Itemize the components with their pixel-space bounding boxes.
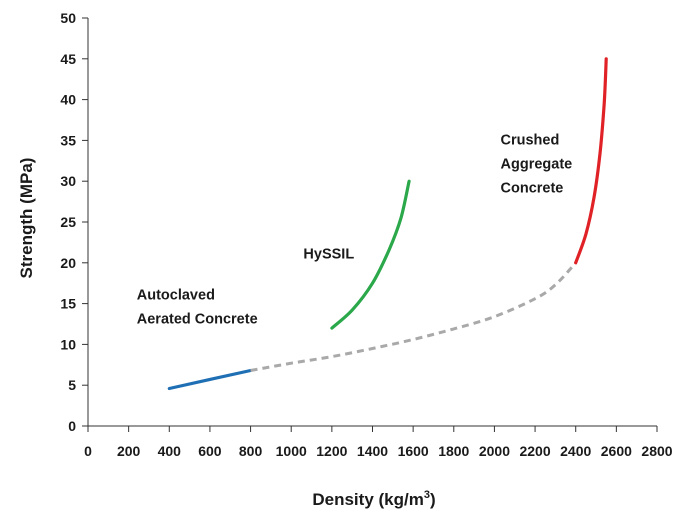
y-axis-title: Strength (MPa) [17,158,36,279]
x-tick-label: 2000 [479,443,510,459]
x-tick-label: 1400 [357,443,388,459]
x-tick-label: 0 [84,443,92,459]
x-axis-title: Density (kg/m3) [312,489,435,509]
annotation-layer: Autoclaved Aerated Concrete HySSIL Crushed A… [137,132,572,327]
y-tick-label: 10 [60,336,76,352]
y-tick-label: 15 [60,296,76,312]
annotation-line: Crushed [501,132,560,148]
annotation-line: Autoclaved [137,288,215,304]
series-line-hyssil [330,179,411,330]
y-tick-label: 50 [60,10,76,26]
x-tick-label: 2200 [519,443,550,459]
y-tick-label: 25 [60,214,76,230]
annotation-line: Aggregate [501,156,573,172]
x-tick-label: 2800 [641,443,672,459]
y-tick-label: 5 [68,377,76,393]
annotation-hyssil: HySSIL [303,247,354,263]
x-tick-label: 1200 [316,443,347,459]
x-tick-label: 1800 [438,443,469,459]
y-ticks: 0 5 10 15 20 25 30 35 40 45 50 [60,10,88,434]
annotation-line: Concrete [501,180,564,196]
x-tick-label: 400 [158,443,182,459]
y-tick-label: 20 [60,255,76,271]
annotation-aac: Autoclaved Aerated Concrete [137,288,258,328]
x-tick-label: 200 [117,443,141,459]
x-tick-label: 2600 [601,443,632,459]
x-ticks: 0 200 400 600 800 1000 1200 1400 1600 1800 2000 220… [84,426,673,459]
x-tick-label: 800 [239,443,263,459]
x-tick-label: 600 [198,443,222,459]
x-axis-title-sup: 3 [424,489,430,501]
series-line-trend [250,261,577,372]
y-tick-label: 45 [60,51,76,67]
annotation-line: HySSIL [303,247,354,263]
series-line-crushed [574,57,608,265]
x-tick-label: 1600 [398,443,429,459]
x-tick-label: 1000 [276,443,307,459]
axes: 0 200 400 600 800 1000 1200 1400 1600 1800 2000 220… [60,10,672,459]
y-tick-label: 35 [60,132,76,148]
x-axis-title-close: ) [430,490,436,509]
y-tick-label: 0 [68,418,76,434]
y-tick-label: 30 [60,173,76,189]
series-layer [167,57,608,391]
x-axis-title-main: Density (kg/m [312,490,423,509]
annotation-crushed: Crushed Aggregate Concrete [501,132,573,196]
series-line-aac [167,368,253,391]
y-tick-label: 40 [60,92,76,108]
x-tick-label: 2400 [560,443,591,459]
annotation-line: Aerated Concrete [137,312,258,328]
